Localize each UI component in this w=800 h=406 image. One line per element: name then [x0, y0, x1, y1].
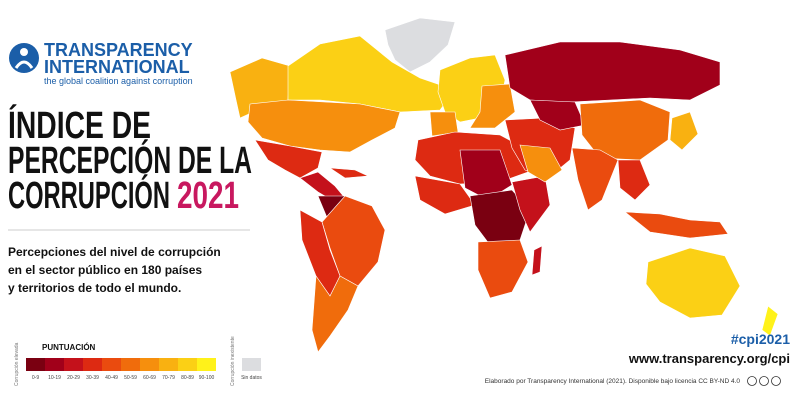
russia — [504, 41, 721, 103]
legend-title: PUNTUACIÓN — [42, 343, 96, 352]
madagascar — [531, 245, 543, 276]
title-year: 2021 — [177, 175, 239, 217]
hashtag: #cpi2021 — [731, 331, 790, 347]
by-icon — [759, 376, 769, 386]
india — [571, 147, 619, 211]
cc-icon — [747, 376, 757, 386]
legend-label: 90-100 — [199, 375, 215, 381]
legend-label: 50-59 — [124, 375, 137, 381]
legend-label: 10-19 — [48, 375, 61, 381]
new-zealand — [761, 305, 779, 337]
world-map — [229, 17, 779, 353]
legend-label: 30-39 — [86, 375, 99, 381]
url: www.transparency.org/cpi — [628, 351, 790, 366]
legend-swatch — [121, 358, 140, 371]
subtitle-line: en el sector público en 180 países — [8, 263, 202, 277]
china — [579, 99, 671, 161]
legend-label: 40-49 — [105, 375, 118, 381]
legend-label: 20-29 — [67, 375, 80, 381]
credit: Elaborado por Transparency International… — [485, 378, 741, 385]
logo-line2: INTERNATIONAL — [44, 57, 190, 77]
title-line2: PERCEPCIÓN DE LA — [8, 138, 252, 182]
legend-swatch — [64, 358, 83, 371]
west-africa — [414, 175, 476, 215]
subtitle-line: y territorios de todo el mundo. — [8, 281, 181, 295]
arabia — [519, 144, 563, 183]
caribbean — [328, 167, 370, 179]
legend-swatch — [83, 358, 102, 371]
legend-label: 80-89 — [181, 375, 194, 381]
southern-cone — [311, 275, 359, 353]
legend-label: 70-79 — [162, 375, 175, 381]
subtitle-line: Percepciones del nivel de corrupción — [8, 245, 221, 259]
legend-swatch — [159, 358, 178, 371]
license-icons — [747, 376, 781, 386]
southern-africa — [477, 239, 529, 299]
greenland — [384, 17, 456, 73]
logo-line1: TRANSPARENCY — [44, 40, 193, 60]
title-line1: ÍNDICE DE — [8, 103, 151, 147]
legend-swatch — [178, 358, 197, 371]
southeast-asia — [617, 159, 651, 201]
legend-label: 0-9 — [32, 375, 39, 381]
legend-label: 60-69 — [143, 375, 156, 381]
legend-swatch — [197, 358, 216, 371]
legend-swatch — [102, 358, 121, 371]
logo: TRANSPARENCY INTERNATIONAL the global co… — [9, 40, 193, 86]
usa — [247, 99, 401, 153]
legend-swatch — [45, 358, 64, 371]
nd-icon — [771, 376, 781, 386]
central-asia — [529, 99, 586, 131]
logo-icon-body — [14, 60, 34, 69]
subtitle: Percepciones del nivel de corrupción en e… — [8, 245, 221, 295]
legend-high-label: Corrupción inexistente — [230, 336, 236, 386]
legend-swatch — [26, 358, 45, 371]
title-line3: CORRUPCIÓN — [8, 173, 170, 217]
australia — [645, 247, 741, 319]
logo-icon — [9, 43, 39, 73]
indonesia — [624, 211, 729, 239]
logo-icon-head — [20, 48, 28, 56]
japan-korea — [669, 111, 699, 151]
legend-label-no-data: Sin datos — [241, 375, 262, 381]
legend-low-label: Corrupción elevada — [14, 342, 20, 386]
mexico — [254, 139, 323, 179]
logo-tagline: the global coalition against corruption — [44, 76, 193, 86]
legend-swatch — [140, 358, 159, 371]
legend: PUNTUACIÓN Corrupción elevada Corrupción… — [14, 336, 262, 386]
legend-swatch-no-data — [242, 358, 261, 371]
